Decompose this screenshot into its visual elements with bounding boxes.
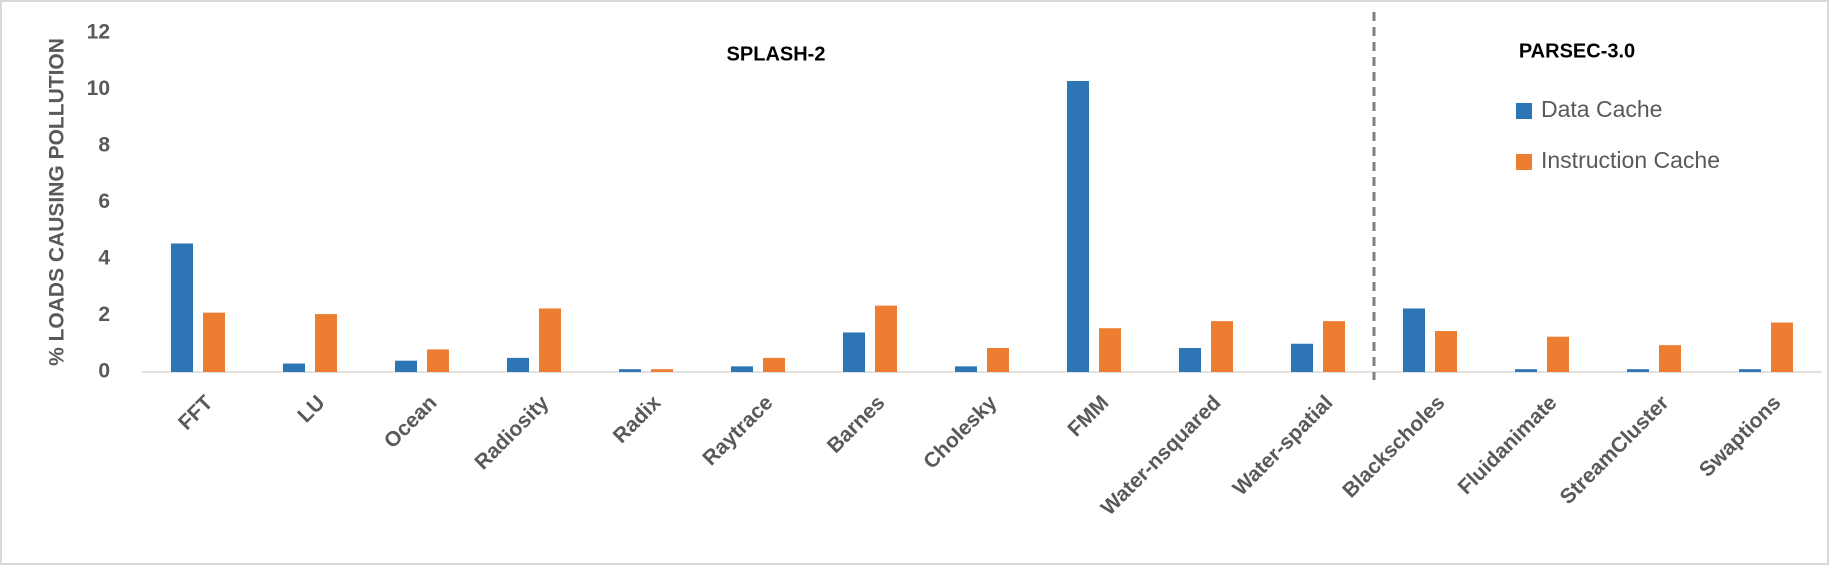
group-label: SPLASH-2 — [727, 43, 826, 65]
bar — [1099, 328, 1121, 372]
bar — [1323, 321, 1345, 372]
bar — [203, 312, 225, 372]
legend-swatch — [1516, 154, 1532, 170]
bar — [955, 366, 977, 372]
bar — [315, 314, 337, 372]
bar — [987, 347, 1009, 372]
bar — [171, 243, 193, 372]
bar — [651, 369, 673, 372]
bar — [875, 305, 897, 372]
bar — [1211, 321, 1233, 372]
bar — [395, 360, 417, 372]
legend-label: Data Cache — [1541, 96, 1662, 122]
bar — [283, 363, 305, 372]
y-tick-label: 8 — [98, 134, 110, 157]
bar — [507, 357, 529, 372]
y-tick-label: 6 — [98, 190, 110, 213]
bar — [1067, 81, 1089, 373]
bar — [1627, 369, 1649, 372]
legend-swatch — [1516, 103, 1532, 119]
y-tick-label: 12 — [87, 21, 110, 44]
bar — [1771, 322, 1793, 372]
bar — [843, 332, 865, 372]
y-tick-label: 2 — [98, 303, 110, 326]
bar — [1739, 369, 1761, 372]
bar — [539, 308, 561, 372]
group-label: PARSEC-3.0 — [1519, 40, 1635, 62]
bar — [1547, 336, 1569, 372]
y-tick-label: 0 — [98, 360, 110, 383]
bar — [1179, 347, 1201, 372]
bar — [763, 357, 785, 372]
y-tick-label: 10 — [87, 77, 110, 100]
y-tick-label: 4 — [98, 247, 110, 270]
bar — [1291, 343, 1313, 372]
bar — [731, 366, 753, 372]
bar — [1659, 345, 1681, 372]
bar — [1403, 308, 1425, 372]
y-axis-title: % LOADS CAUSING POLLUTION — [46, 38, 69, 366]
legend-label: Instruction Cache — [1541, 147, 1720, 173]
bar — [1435, 331, 1457, 372]
bar — [619, 369, 641, 372]
bar — [427, 349, 449, 372]
bar — [1515, 369, 1537, 372]
